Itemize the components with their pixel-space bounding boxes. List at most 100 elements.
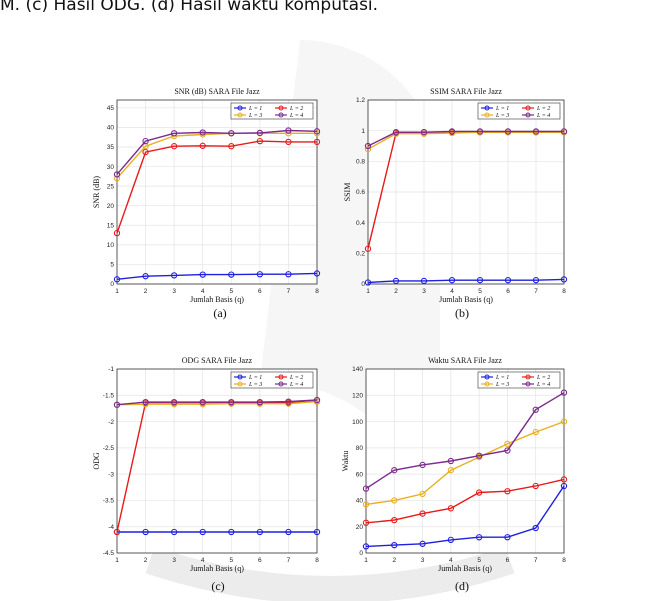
series-line xyxy=(116,399,318,406)
y-tick-label: 120 xyxy=(352,392,363,399)
legend-label: L = 3 xyxy=(248,113,262,119)
x-tick-label: 7 xyxy=(287,557,291,564)
data-point xyxy=(285,398,292,405)
data-point xyxy=(228,143,235,150)
data-point xyxy=(448,277,456,284)
data-point xyxy=(391,541,398,549)
x-axis-label: Jumlah Basis (q) xyxy=(438,564,492,573)
y-tick-label: 80 xyxy=(356,445,364,452)
data-point xyxy=(142,137,149,145)
legend-label: L = 2 xyxy=(289,375,303,381)
legend: L = 1 L = 2 L = 3 L = 4 xyxy=(477,371,561,389)
legend-swatch-marker xyxy=(484,381,490,387)
data-point xyxy=(170,143,178,150)
legend-swatch-marker xyxy=(278,105,284,111)
legend-swatch-marker xyxy=(278,112,284,118)
y-tick-label: 0 xyxy=(361,281,365,288)
x-tick-label: 7 xyxy=(534,557,538,564)
data-point xyxy=(419,540,426,547)
legend-swatch-marker xyxy=(278,374,284,380)
x-tick-label: 2 xyxy=(144,288,148,295)
series-line xyxy=(365,478,565,524)
y-tick-label: 0.8 xyxy=(356,159,365,166)
data-point xyxy=(476,277,484,284)
data-point xyxy=(560,276,568,283)
x-tick-label: 5 xyxy=(229,288,233,295)
data-point xyxy=(391,516,398,524)
panel-label: (b) xyxy=(455,306,469,320)
data-point xyxy=(560,418,568,425)
series-line xyxy=(367,278,565,284)
x-tick-label: 5 xyxy=(229,557,233,564)
data-point xyxy=(447,467,455,474)
x-tick-label: 1 xyxy=(366,288,370,295)
panel-label: (c) xyxy=(211,579,224,593)
panel-label: (d) xyxy=(455,579,469,593)
y-tick-label: 1 xyxy=(361,128,365,135)
y-tick-label: 30 xyxy=(107,164,115,171)
y-tick-label: -1 xyxy=(108,366,114,373)
x-tick-label: 1 xyxy=(364,557,368,564)
legend-swatch-marker xyxy=(484,105,490,111)
chart-panel-2: 1 2 3 4 5 6 7 8 -4.5 -4 -3.5 -3 -2.5 -2 -1.5 -1 ODG SARA… xyxy=(92,356,321,593)
data-point xyxy=(504,128,512,135)
data-point xyxy=(228,271,235,278)
legend-label: L = 2 xyxy=(536,106,550,112)
x-tick-label: 6 xyxy=(258,557,262,564)
series-line xyxy=(116,400,318,406)
legend: L = 1 L = 2 L = 3 L = 4 xyxy=(477,102,561,120)
x-axis-label: Jumlah Basis (q) xyxy=(190,295,244,304)
x-tick-label: 7 xyxy=(534,288,538,295)
data-point xyxy=(419,461,426,469)
legend: L = 1 L = 2 L = 3 L = 4 xyxy=(230,371,314,389)
legend-label: L = 1 xyxy=(495,106,509,112)
legend-box xyxy=(477,102,561,120)
data-point xyxy=(532,482,539,490)
legend-label: L = 3 xyxy=(248,382,262,388)
legend-label: L = 3 xyxy=(495,113,509,119)
chart-panel-1: 1 2 3 4 5 6 7 8 0 0.2 0.4 0.6 0.8 1 1.2 SSIM SARA File … xyxy=(343,87,568,320)
data-point xyxy=(170,272,178,279)
data-point xyxy=(532,406,539,413)
chart-title: SNR (dB) SARA File Jazz xyxy=(174,87,260,96)
x-tick-label: 2 xyxy=(392,557,396,564)
x-tick-label: 4 xyxy=(449,557,453,564)
data-point xyxy=(532,428,539,436)
x-tick-label: 5 xyxy=(478,288,482,295)
x-axis-label: Jumlah Basis (q) xyxy=(190,564,244,573)
data-point xyxy=(362,485,370,492)
legend-swatch-marker xyxy=(484,112,490,118)
axes-box xyxy=(116,368,318,554)
data-point xyxy=(532,524,539,532)
legend-label: L = 4 xyxy=(289,381,303,388)
y-tick-label: -1.5 xyxy=(103,392,115,399)
x-tick-label: 4 xyxy=(201,288,205,295)
legend-box xyxy=(230,371,314,389)
legend-label: L = 2 xyxy=(536,375,550,381)
data-point xyxy=(420,277,428,285)
x-tick-label: 8 xyxy=(562,557,566,564)
axes-box xyxy=(365,368,565,554)
data-point xyxy=(392,129,400,136)
data-point xyxy=(475,534,483,541)
data-point xyxy=(285,127,292,134)
data-point xyxy=(560,482,568,490)
y-tick-label: 20 xyxy=(107,203,115,210)
legend-swatch-marker xyxy=(525,112,531,118)
data-point xyxy=(142,528,149,536)
data-point xyxy=(419,490,426,498)
x-tick-label: 6 xyxy=(506,557,510,564)
data-point xyxy=(364,145,372,153)
data-point xyxy=(447,505,455,512)
data-point xyxy=(256,129,264,137)
data-point xyxy=(228,398,235,406)
panel-label: (a) xyxy=(213,306,226,320)
y-tick-label: 45 xyxy=(107,105,115,112)
data-point xyxy=(256,271,264,278)
data-point xyxy=(285,138,292,146)
legend-swatch-marker xyxy=(278,381,284,387)
data-point xyxy=(170,130,178,137)
data-point xyxy=(113,229,121,237)
